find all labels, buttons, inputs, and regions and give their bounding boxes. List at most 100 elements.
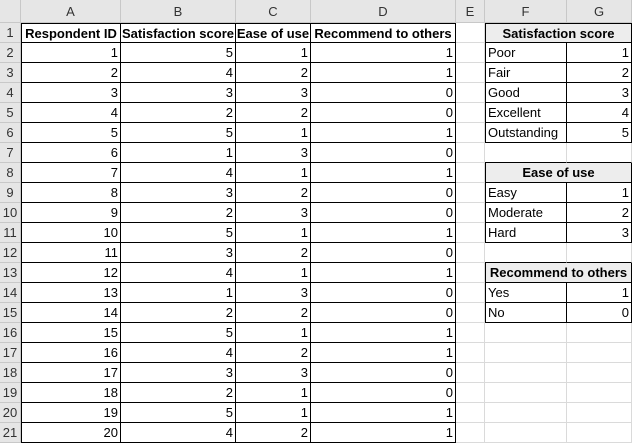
table-cell[interactable]: 0: [311, 143, 456, 163]
table-header-cell[interactable]: Ease of use: [236, 23, 311, 43]
table-header-cell[interactable]: Respondent ID: [21, 23, 121, 43]
empty-cell[interactable]: [456, 183, 485, 203]
row-header-7[interactable]: 7: [0, 143, 21, 163]
empty-cell[interactable]: [485, 383, 567, 403]
row-header-21[interactable]: 21: [0, 423, 21, 443]
lookup-label-cell[interactable]: Good: [485, 83, 567, 103]
row-header-17[interactable]: 17: [0, 343, 21, 363]
lookup-value-cell[interactable]: 4: [567, 103, 632, 123]
row-header-6[interactable]: 6: [0, 123, 21, 143]
empty-cell[interactable]: [567, 243, 632, 263]
row-header-10[interactable]: 10: [0, 203, 21, 223]
table-cell[interactable]: 6: [21, 143, 121, 163]
table-cell[interactable]: 1: [236, 163, 311, 183]
empty-cell[interactable]: [567, 143, 632, 163]
empty-cell[interactable]: [456, 143, 485, 163]
row-header-4[interactable]: 4: [0, 83, 21, 103]
lookup-table-title[interactable]: Ease of use: [485, 163, 632, 183]
table-cell[interactable]: 1: [236, 263, 311, 283]
row-header-12[interactable]: 12: [0, 243, 21, 263]
table-cell[interactable]: 1: [236, 123, 311, 143]
table-cell[interactable]: 1: [311, 123, 456, 143]
column-header-c[interactable]: C: [236, 0, 311, 23]
empty-cell[interactable]: [456, 263, 485, 283]
table-cell[interactable]: 3: [236, 283, 311, 303]
table-cell[interactable]: 1: [21, 43, 121, 63]
table-cell[interactable]: 1: [311, 223, 456, 243]
empty-cell[interactable]: [456, 23, 485, 43]
table-cell[interactable]: 3: [236, 83, 311, 103]
lookup-label-cell[interactable]: Outstanding: [485, 123, 567, 143]
empty-cell[interactable]: [456, 383, 485, 403]
table-cell[interactable]: 9: [21, 203, 121, 223]
empty-cell[interactable]: [485, 403, 567, 423]
table-cell[interactable]: 0: [311, 363, 456, 383]
row-header-3[interactable]: 3: [0, 63, 21, 83]
empty-cell[interactable]: [485, 143, 567, 163]
table-cell[interactable]: 0: [311, 383, 456, 403]
row-header-18[interactable]: 18: [0, 363, 21, 383]
table-cell[interactable]: 13: [21, 283, 121, 303]
table-cell[interactable]: 3: [236, 363, 311, 383]
table-cell[interactable]: 0: [311, 183, 456, 203]
row-header-16[interactable]: 16: [0, 323, 21, 343]
empty-cell[interactable]: [567, 403, 632, 423]
table-cell[interactable]: 4: [121, 343, 236, 363]
table-cell[interactable]: 2: [121, 303, 236, 323]
table-cell[interactable]: 10: [21, 223, 121, 243]
empty-cell[interactable]: [485, 343, 567, 363]
row-header-9[interactable]: 9: [0, 183, 21, 203]
table-cell[interactable]: 2: [236, 183, 311, 203]
empty-cell[interactable]: [456, 83, 485, 103]
row-header-2[interactable]: 2: [0, 43, 21, 63]
table-cell[interactable]: 2: [236, 303, 311, 323]
table-header-cell[interactable]: Satisfaction score: [121, 23, 236, 43]
row-header-1[interactable]: 1: [0, 23, 21, 43]
table-cell[interactable]: 19: [21, 403, 121, 423]
table-cell[interactable]: 8: [21, 183, 121, 203]
table-cell[interactable]: 1: [236, 323, 311, 343]
row-header-13[interactable]: 13: [0, 263, 21, 283]
table-cell[interactable]: 2: [236, 103, 311, 123]
row-header-19[interactable]: 19: [0, 383, 21, 403]
empty-cell[interactable]: [567, 363, 632, 383]
column-header-a[interactable]: A: [21, 0, 121, 23]
lookup-label-cell[interactable]: Yes: [485, 283, 567, 303]
table-cell[interactable]: 4: [121, 63, 236, 83]
column-header-f[interactable]: F: [485, 0, 567, 23]
lookup-label-cell[interactable]: Fair: [485, 63, 567, 83]
table-cell[interactable]: 16: [21, 343, 121, 363]
table-cell[interactable]: 2: [121, 103, 236, 123]
table-cell[interactable]: 1: [311, 63, 456, 83]
empty-cell[interactable]: [456, 403, 485, 423]
empty-cell[interactable]: [567, 383, 632, 403]
table-cell[interactable]: 20: [21, 423, 121, 443]
empty-cell[interactable]: [456, 203, 485, 223]
table-cell[interactable]: 1: [121, 283, 236, 303]
lookup-value-cell[interactable]: 2: [567, 63, 632, 83]
lookup-label-cell[interactable]: Poor: [485, 43, 567, 63]
table-cell[interactable]: 0: [311, 83, 456, 103]
table-cell[interactable]: 3: [121, 363, 236, 383]
empty-cell[interactable]: [456, 223, 485, 243]
table-cell[interactable]: 4: [121, 163, 236, 183]
table-cell[interactable]: 11: [21, 243, 121, 263]
table-cell[interactable]: 2: [236, 343, 311, 363]
lookup-label-cell[interactable]: Hard: [485, 223, 567, 243]
empty-cell[interactable]: [567, 423, 632, 443]
table-cell[interactable]: 3: [121, 83, 236, 103]
table-cell[interactable]: 0: [311, 103, 456, 123]
empty-cell[interactable]: [456, 363, 485, 383]
table-cell[interactable]: 1: [236, 43, 311, 63]
lookup-table-title[interactable]: Satisfaction score: [485, 23, 632, 43]
table-cell[interactable]: 1: [311, 263, 456, 283]
table-cell[interactable]: 1: [311, 163, 456, 183]
table-cell[interactable]: 5: [121, 43, 236, 63]
table-cell[interactable]: 0: [311, 283, 456, 303]
table-cell[interactable]: 2: [21, 63, 121, 83]
lookup-value-cell[interactable]: 3: [567, 223, 632, 243]
table-cell[interactable]: 2: [121, 203, 236, 223]
empty-cell[interactable]: [456, 303, 485, 323]
table-cell[interactable]: 1: [121, 143, 236, 163]
table-cell[interactable]: 1: [236, 383, 311, 403]
